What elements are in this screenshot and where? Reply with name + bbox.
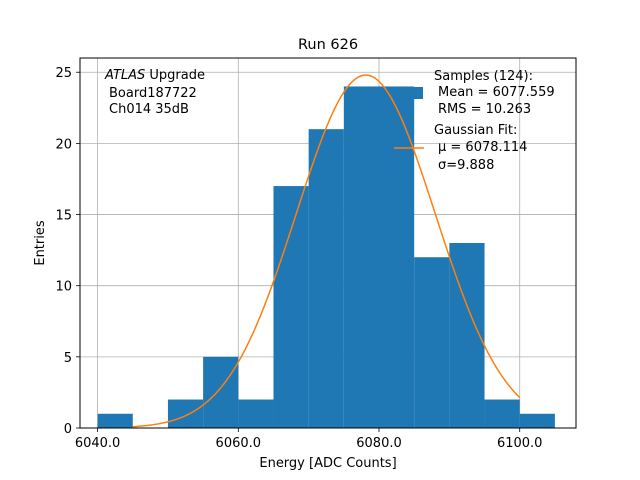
y-tick-label: 20	[55, 137, 72, 152]
annotation-channel: Ch014 35dB	[109, 102, 189, 117]
legend-mean-label: Mean = 6077.559	[438, 85, 555, 100]
chart-title: Run 626	[298, 37, 358, 53]
histogram-bar	[167, 399, 204, 428]
x-axis-ticks: 6040.0 6060.0 6080.0 6100.0	[75, 428, 543, 451]
x-tick-label: 6040.0	[75, 436, 121, 451]
histogram-bar	[414, 257, 450, 428]
svg-text:ATLAS Upgrade: ATLAS Upgrade	[104, 68, 205, 83]
annotation-upgrade: Upgrade	[145, 68, 205, 83]
x-axis-label: Energy [ADC Counts]	[259, 456, 396, 471]
y-tick-label: 10	[55, 280, 72, 295]
histogram-bar	[97, 413, 133, 428]
x-tick-label: 6100.0	[497, 436, 543, 451]
y-tick-label: 0	[64, 422, 72, 437]
legend: Samples (124): Mean = 6077.559 RMS = 10.…	[394, 69, 555, 173]
legend-samples-label: Samples (124):	[434, 69, 533, 84]
legend-mu-label: μ = 6078.114	[438, 140, 527, 155]
legend-rms-label: RMS = 10.263	[438, 102, 531, 117]
histogram-bar	[484, 399, 520, 428]
y-tick-label: 15	[55, 209, 72, 224]
histogram-bar	[379, 86, 415, 428]
histogram-bar	[343, 86, 380, 428]
x-tick-label: 6080.0	[356, 436, 402, 451]
annotation-board: Board187722	[109, 86, 197, 101]
atlas-annotation: ATLAS Upgrade Board187722 Ch014 35dB	[104, 68, 205, 117]
plot-frame	[79, 57, 577, 429]
legend-sigma-label: σ=9.888	[438, 158, 494, 173]
histogram-bar	[203, 356, 239, 428]
y-axis-label: Entries	[33, 220, 48, 266]
histogram-bar	[273, 186, 309, 428]
histogram-bar	[519, 413, 555, 428]
y-tick-label: 5	[64, 351, 72, 366]
y-axis-ticks: 0 5 10 15 20 25	[55, 66, 80, 437]
histogram-bar	[238, 399, 274, 428]
gaussian-fit-curve	[132, 74, 521, 428]
legend-fit-label: Gaussian Fit:	[434, 123, 517, 138]
y-tick-label: 25	[55, 66, 72, 81]
annotation-atlas: ATLAS	[104, 68, 145, 83]
x-tick-label: 6060.0	[216, 436, 262, 451]
histogram-bar	[308, 129, 344, 428]
legend-samples-swatch	[413, 87, 423, 99]
